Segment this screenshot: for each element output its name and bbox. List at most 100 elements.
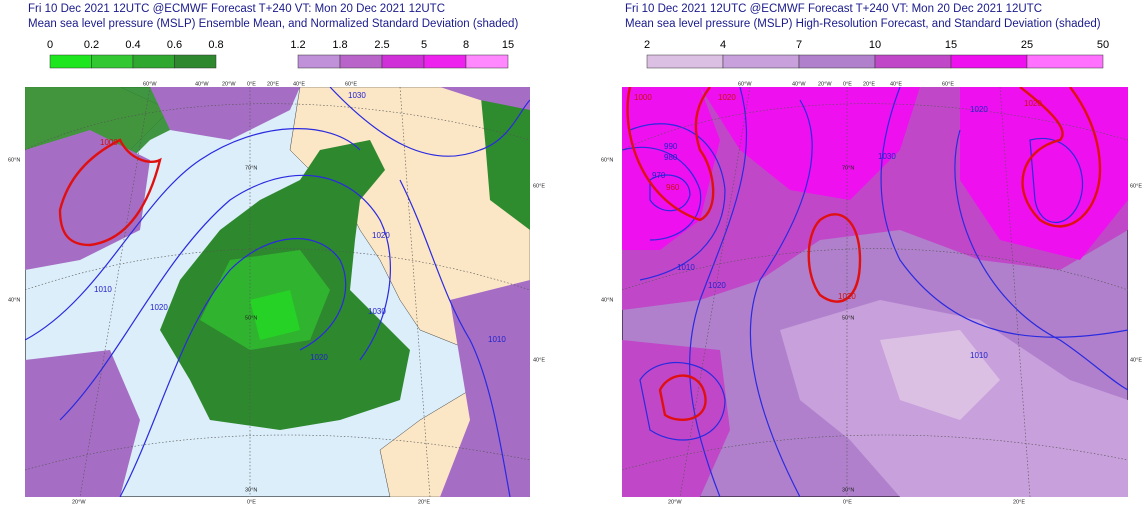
- colorbar-label: 1.2: [290, 39, 305, 51]
- contour-label: 1020: [372, 231, 390, 240]
- colorbars: 0 0.2 0.4 0.6 0.8 1.2 1.8 2.5 5 8 15 2 4 7 10 15 25 50: [47, 39, 1109, 69]
- colorbar-label: 15: [945, 39, 957, 51]
- contour: [880, 87, 1128, 338]
- contour-label: 1010: [970, 351, 988, 360]
- colorbar-label: 25: [1021, 39, 1033, 51]
- contour-label: 1010: [677, 263, 695, 272]
- contour-label: 960: [666, 183, 680, 192]
- grid-label: 0°E: [247, 499, 256, 505]
- colorbar-segment: [646, 54, 724, 69]
- colorbar-segment: [950, 54, 1028, 69]
- colorbar-label: 0.6: [167, 39, 182, 51]
- contour-label: 1010: [488, 335, 506, 344]
- contour-red: [58, 138, 162, 247]
- contour-red: [658, 374, 707, 422]
- grid-label: 0°E: [247, 81, 256, 87]
- grid-label: 20°W: [72, 499, 86, 505]
- contour: [639, 362, 726, 441]
- contour: [119, 238, 347, 497]
- colorbar-label: 10: [869, 39, 881, 51]
- grid-label: 60°W: [143, 81, 157, 87]
- contour-label: 1020: [310, 353, 328, 362]
- colorbar-label: 8: [463, 39, 469, 51]
- grid-label: 30°N: [842, 487, 854, 493]
- shaded-area: [150, 87, 300, 140]
- contour: [689, 87, 748, 497]
- contour: [622, 146, 702, 241]
- title-line: Fri 10 Dec 2021 12UTC @ECMWF Forecast T+…: [28, 3, 445, 15]
- contour: [59, 174, 391, 421]
- grid-label: 20°W: [818, 81, 832, 87]
- colorbar-label: 5: [421, 39, 427, 51]
- colorbar-label: 50: [1097, 39, 1109, 51]
- grid-label: 20°W: [668, 499, 682, 505]
- shaded-area: [700, 87, 920, 200]
- contour-label: 1020: [708, 281, 726, 290]
- colorbar-label: 1.8: [332, 39, 347, 51]
- map-left: 1000 1010 1020 1020 1030 1020 1030 1010 …: [8, 81, 545, 505]
- grid-label: 60°E: [345, 81, 357, 87]
- map-right: 1000 1020 990 980 970 960 1030 1020 1020…: [601, 81, 1142, 505]
- grid-label: 40°E: [293, 81, 305, 87]
- contour-label: 1000: [100, 138, 118, 147]
- grid-label: 40°E: [890, 81, 902, 87]
- contour-label: 1020: [970, 105, 988, 114]
- graticule: [25, 87, 530, 497]
- panel-header: Fri 10 Dec 2021 12UTC @ECMWF Forecast T+…: [625, 3, 1101, 30]
- contour-red: [626, 87, 715, 222]
- contour-red: [807, 213, 862, 303]
- title-line: Fri 10 Dec 2021 12UTC @ECMWF Forecast T+…: [625, 3, 1042, 15]
- contour: [954, 129, 1128, 391]
- grid-label: 60°N: [601, 157, 613, 163]
- grid-label: 60°N: [8, 157, 20, 163]
- contour-label: 1030: [348, 91, 366, 100]
- colorbar-segment: [339, 54, 383, 69]
- contour-label: 1020: [718, 93, 736, 102]
- colorbar-label: 7: [796, 39, 802, 51]
- contour-label: 1020: [838, 292, 856, 301]
- grid-label: 60°E: [942, 81, 954, 87]
- colorbar-label: 0.8: [208, 39, 223, 51]
- colorbar-segment: [297, 54, 341, 69]
- title-line: Mean sea level pressure (MSLP) High-Reso…: [625, 18, 1101, 30]
- contour: [1029, 137, 1084, 224]
- colorbar-segment: [1026, 54, 1104, 69]
- grid-label: 20°E: [1013, 499, 1025, 505]
- contour: [629, 123, 726, 281]
- grid-label: 0°E: [843, 499, 852, 505]
- grid-label: 60°E: [1130, 183, 1142, 189]
- grid-label: 20°W: [222, 81, 236, 87]
- grid-label: 50°N: [245, 315, 257, 321]
- contour-label: 990: [664, 142, 678, 151]
- shaded-area: [440, 280, 530, 497]
- contour-label: 1030: [368, 307, 386, 316]
- colorbar-segment: [174, 54, 217, 69]
- colorbar-label: 2: [644, 39, 650, 51]
- colorbar-segment: [874, 54, 952, 69]
- contour-label: 1000: [634, 93, 652, 102]
- grid-label: 60°E: [533, 183, 545, 189]
- grid-label: 40°W: [792, 81, 806, 87]
- grid-label: 60°W: [738, 81, 752, 87]
- contour: [329, 87, 530, 157]
- contour: [649, 174, 691, 212]
- grid-label: 20°E: [863, 81, 875, 87]
- shaded-area: [25, 87, 300, 230]
- graticule: [622, 87, 1128, 497]
- grid-label: 0°E: [843, 81, 852, 87]
- shaded-area: [880, 330, 1000, 420]
- grid-label: 40°N: [8, 297, 20, 303]
- shaded-area: [25, 350, 140, 497]
- colorbar-segment: [381, 54, 425, 69]
- colorbar-segment: [132, 54, 175, 69]
- contour: [749, 99, 813, 497]
- colorbar-label: 4: [720, 39, 726, 51]
- contour-label: 1010: [94, 285, 112, 294]
- contour: [399, 179, 511, 497]
- colorbar-label: 2.5: [374, 39, 389, 51]
- grid-label: 40°W: [195, 81, 209, 87]
- colorbar-segment: [49, 54, 92, 69]
- contour: [25, 128, 361, 341]
- shaded-area: [250, 290, 300, 340]
- contour-label: 980: [664, 153, 678, 162]
